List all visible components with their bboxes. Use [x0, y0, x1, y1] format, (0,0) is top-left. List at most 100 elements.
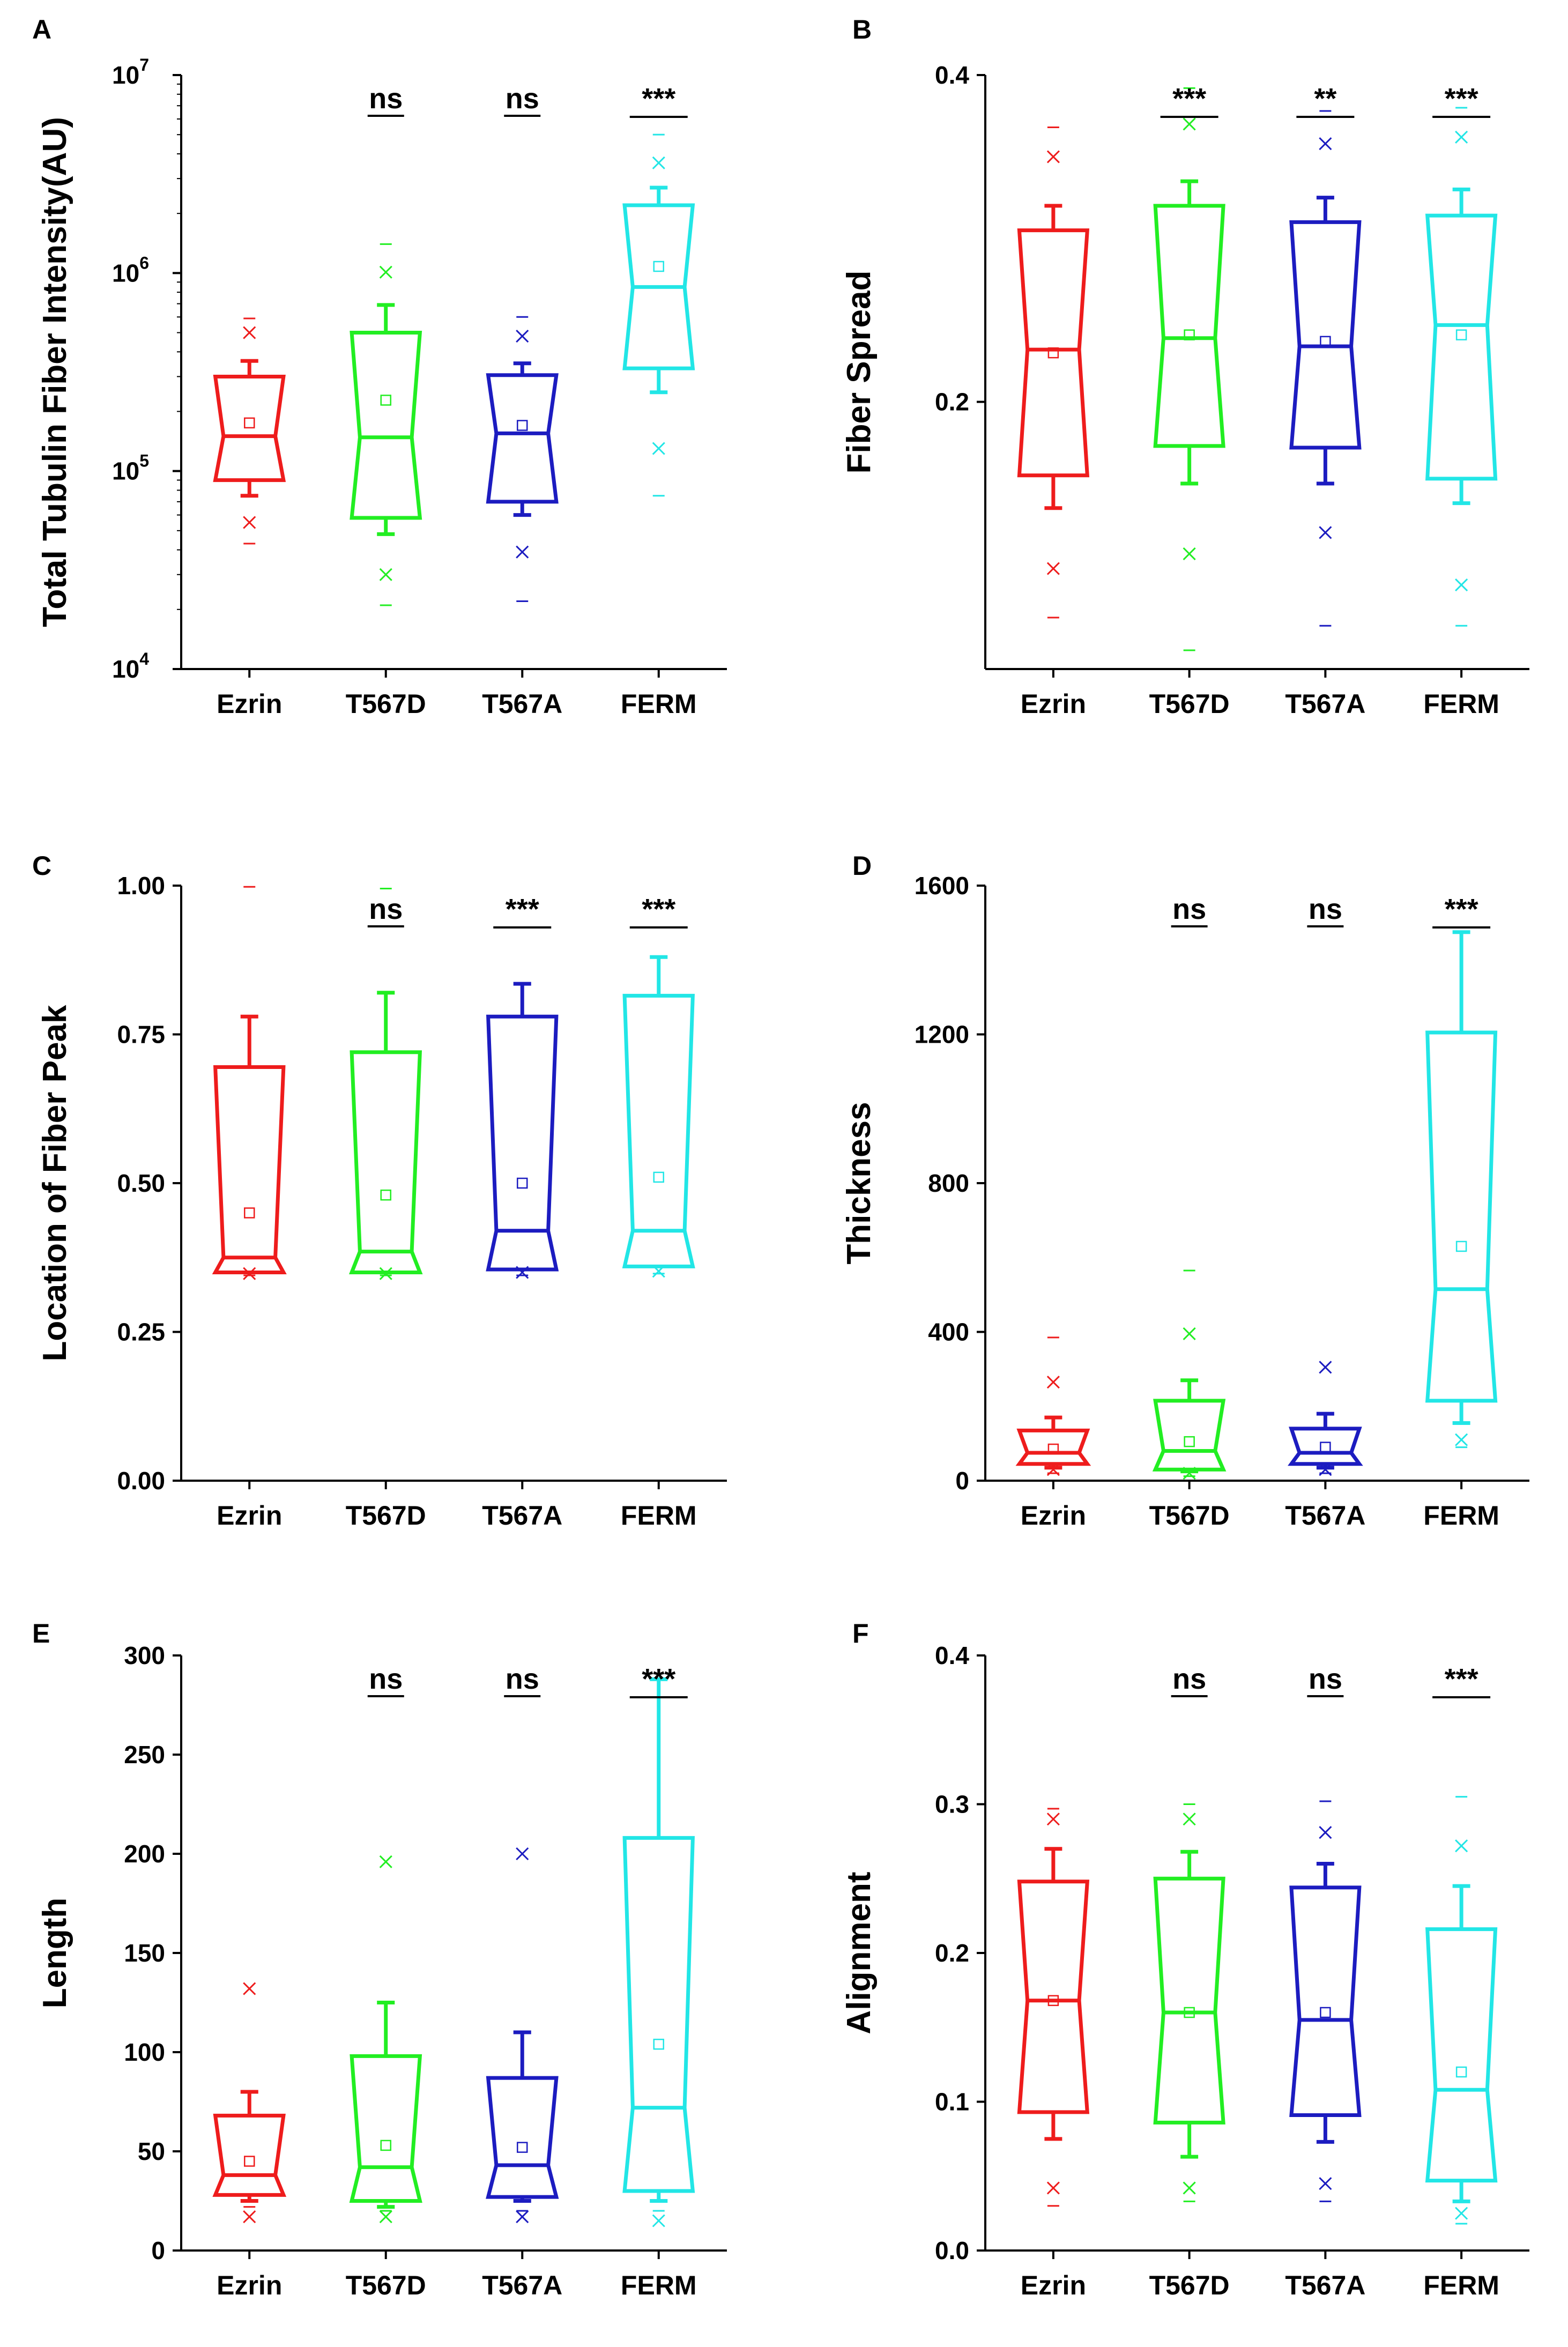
- percentile-99-marker: [1183, 1327, 1196, 1341]
- y-tick-label: 0.2: [935, 388, 969, 416]
- box-ezrin: [213, 317, 286, 545]
- box-t567a: [1288, 1361, 1363, 1476]
- percentile-1-marker: [243, 516, 256, 529]
- significance-label: ns: [369, 893, 403, 925]
- mean-marker: [380, 2140, 391, 2151]
- y-tick-label: 0.75: [117, 1021, 165, 1049]
- box-body: [486, 2076, 559, 2199]
- mean-marker: [517, 1177, 528, 1189]
- mean-marker: [653, 261, 664, 272]
- percentile-99-marker: [1183, 1813, 1196, 1826]
- y-axis-title: Alignment: [841, 1871, 878, 2034]
- significance-label: ***: [642, 1663, 675, 1695]
- x-tick-label: T567D: [1149, 689, 1230, 719]
- x-tick-label: T567D: [346, 689, 426, 719]
- y-tick-label: 1200: [915, 1021, 969, 1049]
- x-tick-label: T567D: [1149, 2270, 1230, 2300]
- box-ezrin: [212, 886, 287, 1280]
- y-tick-label: 0.3: [935, 1791, 969, 1818]
- percentile-99-marker: [1455, 1839, 1468, 1853]
- percentile-99-marker: [1319, 1826, 1332, 1839]
- y-tick-label-base: 10: [112, 61, 139, 89]
- mean-marker: [1455, 1241, 1467, 1252]
- box-body: [212, 2113, 287, 2197]
- y-tick-label-base: 10: [112, 259, 139, 287]
- panel-letter: C: [32, 851, 51, 881]
- x-tick-label: T567A: [482, 689, 562, 719]
- box-body: [1425, 213, 1498, 481]
- x-tick-label: FERM: [1423, 689, 1499, 719]
- percentile-1-marker: [243, 1267, 256, 1280]
- box-t567a: [486, 982, 559, 1279]
- percentile-1-marker: [1319, 526, 1332, 539]
- y-tick-label-base: 10: [112, 655, 139, 683]
- box-body: [350, 331, 422, 520]
- box-body: [348, 1050, 423, 1274]
- x-tick-label: Ezrin: [217, 2270, 282, 2300]
- percentile-99-marker: [1046, 150, 1060, 164]
- mean-marker: [1320, 1442, 1331, 1453]
- significance-label: **: [1314, 83, 1336, 115]
- box-body: [486, 373, 559, 504]
- x-tick-label: FERM: [1423, 1501, 1499, 1531]
- box-ferm: [622, 1677, 695, 2227]
- percentile-1-marker: [243, 2210, 256, 2224]
- mean-marker: [653, 2038, 664, 2050]
- x-tick-label: FERM: [621, 1501, 697, 1531]
- x-tick-label: FERM: [621, 689, 697, 719]
- percentile-1-marker: [379, 2210, 392, 2224]
- box-ezrin: [1017, 127, 1090, 619]
- percentile-99-marker: [1046, 1813, 1060, 1826]
- significance-label: ns: [506, 83, 539, 115]
- y-tick-label: 300: [124, 1642, 165, 1669]
- box-ferm: [622, 955, 695, 1278]
- panel-letter: F: [852, 1618, 869, 1648]
- box-body: [1289, 220, 1362, 450]
- x-tick-label: T567A: [482, 2270, 562, 2300]
- box-t567a: [1289, 110, 1362, 627]
- percentile-1-marker: [379, 1267, 392, 1280]
- significance-label: ***: [1445, 1663, 1478, 1695]
- percentile-99-marker: [652, 156, 665, 169]
- percentile-99-marker: [243, 1982, 256, 1995]
- panel-letter: E: [32, 1618, 50, 1648]
- percentile-1-marker: [379, 568, 392, 581]
- percentile-1-marker: [1046, 2181, 1060, 2195]
- mean-marker: [380, 395, 391, 406]
- box-t567a: [486, 316, 559, 603]
- significance-label: ***: [1445, 83, 1478, 115]
- mean-marker: [1184, 2007, 1195, 2018]
- significance-label: ns: [506, 1663, 539, 1695]
- box-body: [1017, 228, 1090, 478]
- box-body: [1015, 1428, 1091, 1466]
- box-ferm: [1425, 107, 1498, 627]
- percentile-99-marker: [1319, 137, 1332, 151]
- mean-marker: [1047, 1995, 1059, 2007]
- y-tick-label-base: 10: [112, 457, 139, 485]
- x-tick-label: T567A: [1285, 2270, 1365, 2300]
- box-body: [212, 1065, 287, 1274]
- y-tick-label: 0: [955, 1467, 969, 1495]
- y-axis-title: Total Tubulin Fiber Intensity(AU): [36, 117, 73, 627]
- y-tick-label: 0: [151, 2237, 165, 2264]
- significance-label: ns: [1309, 1663, 1342, 1695]
- significance-label: ***: [506, 893, 539, 925]
- box-body: [1153, 204, 1225, 448]
- panel-letter: A: [32, 14, 51, 44]
- y-tick-label-exponent: 5: [139, 451, 149, 471]
- percentile-1-marker: [516, 2210, 529, 2224]
- box-ferm: [622, 133, 695, 497]
- significance-label: ns: [1172, 1663, 1206, 1695]
- percentile-99-marker: [1183, 117, 1196, 131]
- mean-marker: [244, 1207, 255, 1219]
- y-axis-title: Fiber Spread: [841, 271, 878, 474]
- mean-marker: [1455, 329, 1467, 340]
- x-tick-label: T567D: [346, 1501, 426, 1531]
- y-tick-label: 106: [112, 253, 149, 287]
- mean-marker: [653, 1171, 664, 1183]
- x-tick-label: Ezrin: [1021, 689, 1086, 719]
- mean-marker: [244, 417, 255, 429]
- percentile-99-marker: [516, 1847, 529, 1861]
- percentile-1-marker: [1455, 1433, 1468, 1446]
- panel-e: E Length 0 50 100 150 200 250 300 Ezrin T567D T567A…: [32, 1618, 727, 2300]
